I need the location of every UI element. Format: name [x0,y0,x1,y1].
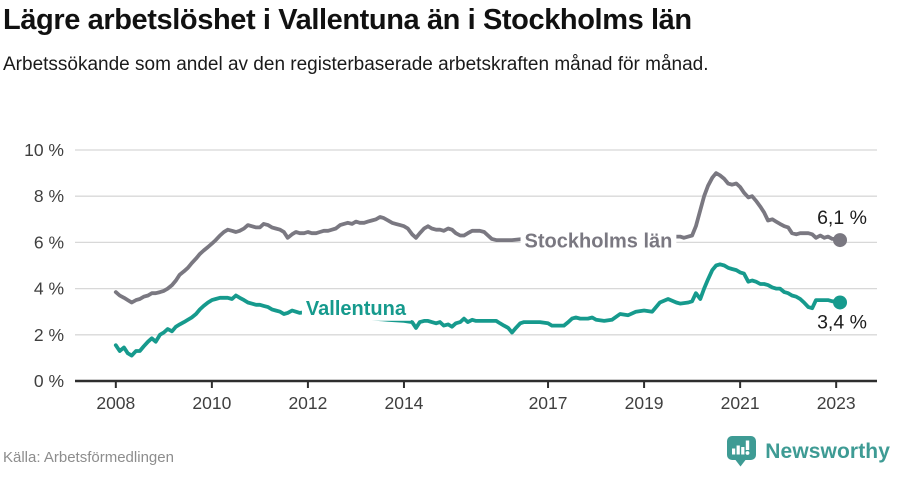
newsworthy-wordmark: Newsworthy [765,439,890,463]
series-end-dot [833,233,848,248]
x-tick-label: 2023 [817,393,856,413]
page-title: Lägre arbetslöshet i Vallentuna än i Sto… [3,4,692,36]
x-tick-label: 2010 [192,393,231,413]
series-end-value: 3,4 % [817,311,867,333]
series-end-value: 6,1 % [817,207,867,229]
series-label-backdrop [301,296,411,321]
series-label: Stockholms län [525,231,673,253]
y-tick-label: 0 % [34,371,64,391]
x-tick-label: 2021 [721,393,760,413]
y-tick-label: 2 % [34,325,64,345]
source-note: Källa: Arbetsförmedlingen [3,449,174,466]
x-tick-label: 2017 [529,393,568,413]
y-tick-label: 10 % [24,140,64,160]
x-tick-label: 2008 [96,393,135,413]
series-line-stockholms-l-n [113,171,842,305]
series-label-backdrop [520,229,677,254]
series-label: Vallentuna [306,298,407,320]
newsworthy-logo-icon [727,436,757,467]
chart-subtitle: Arbetssökande som andel av den registerb… [3,54,709,76]
chart-header: Lägre arbetslöshet i Vallentuna än i Sto… [3,4,883,80]
y-tick-label: 8 % [34,186,64,206]
x-tick-label: 2019 [625,393,664,413]
newsworthy-logo[interactable]: Newsworthy [726,435,890,468]
y-tick-label: 4 % [34,279,64,299]
series-line-vallentuna [113,262,842,358]
y-tick-label: 6 % [34,232,64,252]
x-tick-label: 2012 [288,393,327,413]
x-tick-label: 2014 [384,393,423,413]
series-end-dot [833,295,848,310]
